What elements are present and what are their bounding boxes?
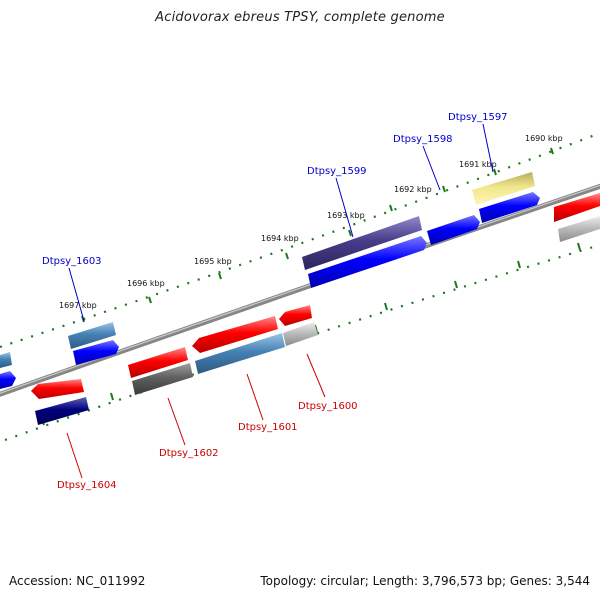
gene-label-forward[interactable]: Dtpsy_1598 bbox=[393, 134, 453, 145]
tick-label: 1694 kbp bbox=[261, 234, 299, 243]
genome-summary-text: Topology: circular; Length: 3,796,573 bp… bbox=[260, 574, 590, 588]
gene-label-reverse[interactable]: Dtpsy_1602 bbox=[159, 448, 219, 459]
leader-lines-forward bbox=[68, 123, 494, 322]
gene-dtpsy-1600[interactable] bbox=[283, 322, 318, 346]
map-title: Acidovorax ebreus TPSY, complete genome bbox=[155, 10, 445, 25]
accession-text: Accession: NC_011992 bbox=[9, 574, 146, 588]
gene-label-forward[interactable]: Dtpsy_1599 bbox=[307, 166, 367, 177]
gene-arrow[interactable] bbox=[554, 193, 600, 222]
gene-arrow[interactable] bbox=[0, 371, 16, 389]
tick-label: 1692 kbp bbox=[394, 185, 432, 194]
gene-dtpsy-1597[interactable] bbox=[472, 172, 535, 205]
gene-arrow[interactable] bbox=[73, 340, 119, 365]
gene-arrow[interactable] bbox=[31, 379, 84, 399]
gene-arrow[interactable] bbox=[308, 236, 427, 288]
gene-arrow[interactable] bbox=[0, 352, 12, 368]
tick-label: 1697 kbp bbox=[59, 301, 97, 310]
genome-backbone bbox=[0, 183, 600, 397]
gene-label-reverse[interactable]: Dtpsy_1600 bbox=[298, 401, 358, 412]
gene-arrow[interactable] bbox=[128, 347, 188, 378]
gene-label-reverse[interactable]: Dtpsy_1601 bbox=[238, 422, 298, 433]
gene-dtpsy-1601[interactable] bbox=[195, 333, 285, 374]
gene-label-reverse[interactable]: Dtpsy_1604 bbox=[57, 480, 117, 491]
gene-arrow[interactable] bbox=[279, 305, 312, 326]
tick-label: 1696 kbp bbox=[127, 279, 165, 288]
gene-arrow[interactable] bbox=[192, 316, 278, 353]
gene-arrow[interactable] bbox=[558, 216, 600, 242]
gene-dtpsy-1603[interactable] bbox=[68, 322, 116, 349]
leader-lines-reverse bbox=[66, 353, 326, 479]
gene-dtpsy-1604[interactable] bbox=[35, 397, 89, 425]
gene-label-forward[interactable]: Dtpsy_1603 bbox=[42, 256, 102, 267]
gene-dtpsy-1598[interactable] bbox=[427, 215, 480, 245]
tick-label: 1695 kbp bbox=[194, 257, 232, 266]
gene-dtpsy-1602[interactable] bbox=[132, 363, 193, 395]
gene-arrow[interactable] bbox=[479, 192, 540, 223]
tick-label: 1691 kbp bbox=[459, 160, 497, 169]
tick-label: 1690 kbp bbox=[525, 134, 563, 143]
gene-dtpsy-1599[interactable] bbox=[302, 216, 422, 270]
gene-label-forward[interactable]: Dtpsy_1597 bbox=[448, 112, 508, 123]
tick-label: 1693 kbp bbox=[327, 211, 365, 220]
